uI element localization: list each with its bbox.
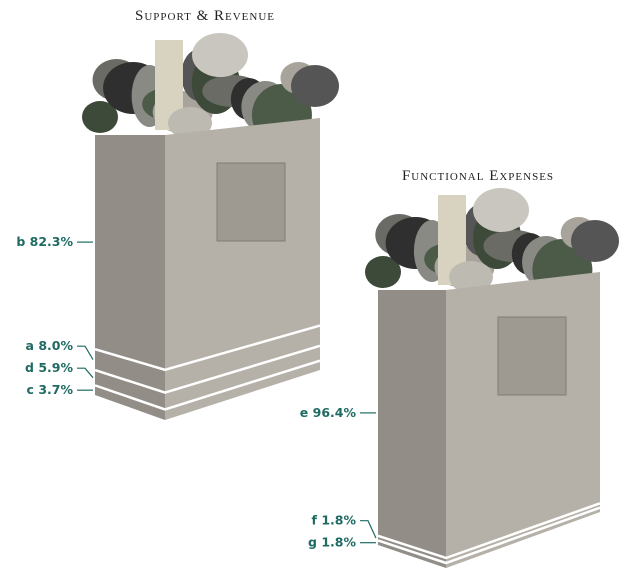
segment-letter: c <box>27 382 34 397</box>
label-connector <box>360 521 376 538</box>
produce <box>291 65 339 107</box>
segment-label: a 8.0% <box>26 338 74 353</box>
chart: Support & Revenue Functional Expenses c … <box>0 0 623 571</box>
segment-letter: b <box>16 234 25 249</box>
segment-value: 96.4% <box>313 404 357 419</box>
segment-label: g 1.8% <box>308 534 356 549</box>
segment-letter: g <box>308 534 317 549</box>
segment-value: 8.0% <box>38 338 73 353</box>
segment-label: c 3.7% <box>27 382 74 397</box>
segment-label: f 1.8% <box>312 512 357 527</box>
produce <box>192 33 248 77</box>
segment <box>95 118 320 370</box>
segment-letter: a <box>26 338 34 353</box>
produce <box>571 220 619 262</box>
segment-label: e 96.4% <box>300 404 357 419</box>
segment-label: b 82.3% <box>16 234 73 249</box>
chart-title: Functional Expenses <box>402 168 554 184</box>
label-connector <box>77 368 93 378</box>
segment-letter: f <box>312 512 318 527</box>
segment-value: 82.3% <box>30 234 74 249</box>
segment-value: 1.8% <box>321 512 356 527</box>
produce <box>473 188 529 232</box>
segment-value: 1.8% <box>321 534 356 549</box>
segment-value: 5.9% <box>38 360 73 375</box>
segment <box>378 272 600 558</box>
segment-letter: e <box>300 404 308 419</box>
label-connector <box>77 346 93 359</box>
segment-value: 3.7% <box>38 382 73 397</box>
segment-letter: d <box>25 360 34 375</box>
segment-label: d 5.9% <box>25 360 73 375</box>
chart-title: Support & Revenue <box>135 8 275 24</box>
